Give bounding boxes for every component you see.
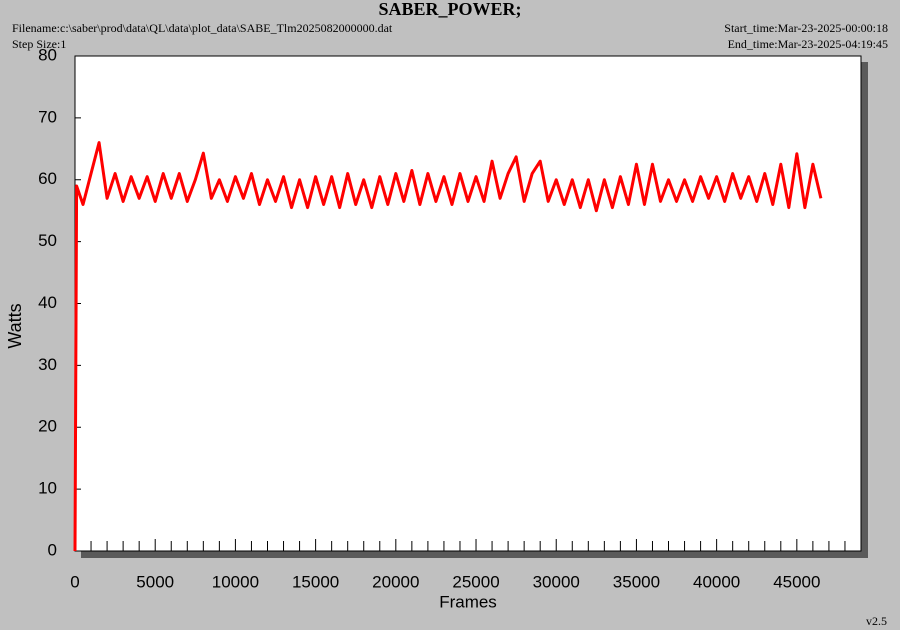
x-tick-label: 45000 xyxy=(773,572,820,591)
x-tick-label: 35000 xyxy=(613,572,660,591)
x-tick-label: 25000 xyxy=(452,572,499,591)
y-axis-title: Watts xyxy=(5,303,25,348)
x-tick-label: 0 xyxy=(70,572,79,591)
step-size: Step Size:1 xyxy=(12,37,66,51)
plot-area xyxy=(74,55,862,552)
y-tick-label: 40 xyxy=(38,293,57,312)
start-time: Start_time:Mar-23-2025-00:00:18 xyxy=(724,21,888,35)
x-tick-label: 10000 xyxy=(212,572,259,591)
x-tick-label: 30000 xyxy=(533,572,580,591)
y-tick-label: 50 xyxy=(38,231,57,250)
y-tick-label: 10 xyxy=(38,479,57,498)
data-line xyxy=(73,141,823,552)
x-tick-label: 40000 xyxy=(693,572,740,591)
y-tick-label: 80 xyxy=(38,45,57,64)
y-tick-label: 30 xyxy=(38,355,57,374)
version: v2.5 xyxy=(866,614,887,628)
x-tick-label: 15000 xyxy=(292,572,339,591)
x-tick-label: 20000 xyxy=(372,572,419,591)
y-tick-label: 70 xyxy=(38,107,57,126)
end-time: End_time:Mar-23-2025-04:19:45 xyxy=(728,37,888,51)
y-tick-label: 20 xyxy=(38,417,57,436)
x-tick-label: 5000 xyxy=(136,572,174,591)
filename: Filename:c:\saber\prod\data\QL\data\plot… xyxy=(12,21,393,35)
chart-title: SABER_POWER; xyxy=(378,0,521,19)
y-tick-label: 60 xyxy=(38,169,57,188)
x-axis-title: Frames xyxy=(439,592,497,611)
y-tick-label: 0 xyxy=(48,540,57,559)
